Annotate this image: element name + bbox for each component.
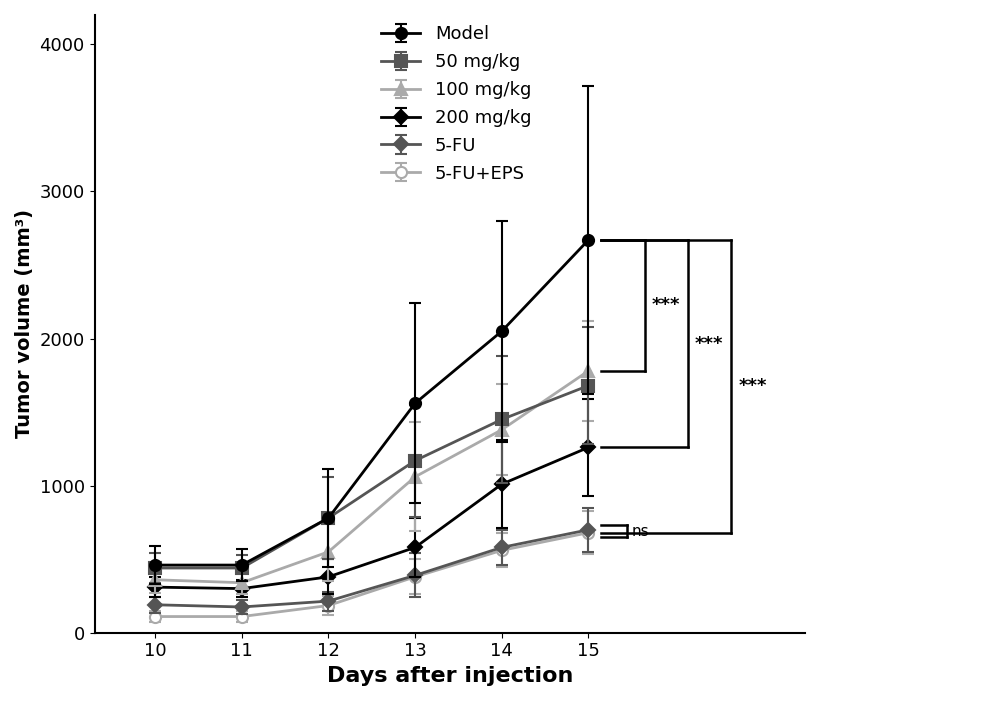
Text: ns: ns [632,524,649,539]
Legend: Model, 50 mg/kg, 100 mg/kg, 200 mg/kg, 5-FU, 5-FU+EPS: Model, 50 mg/kg, 100 mg/kg, 200 mg/kg, 5… [374,18,539,190]
Text: ***: *** [652,297,680,315]
X-axis label: Days after injection: Days after injection [327,666,573,686]
Y-axis label: Tumor volume (mm³): Tumor volume (mm³) [15,210,34,438]
Text: ***: *** [738,377,767,395]
Text: ***: *** [695,334,723,353]
